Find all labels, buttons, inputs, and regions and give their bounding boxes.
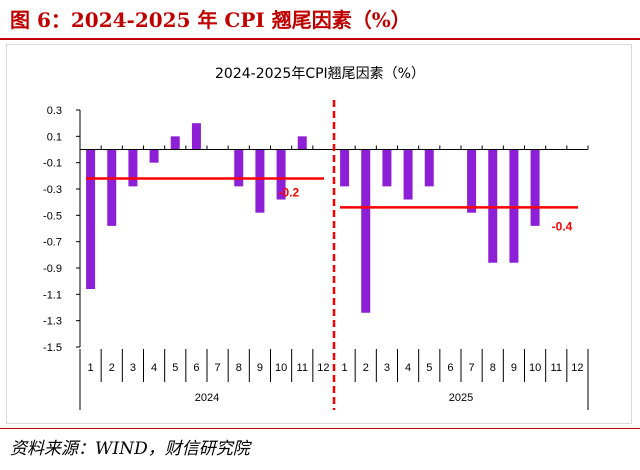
chart-panel (6, 44, 632, 424)
x-tick-label: 6 (447, 362, 453, 374)
x-tick-label: 3 (384, 362, 390, 374)
y-tick-label: 0.3 (47, 105, 62, 117)
title-rule (0, 38, 640, 40)
x-tick-label: 6 (193, 362, 199, 374)
y-tick-label: -0.1 (43, 158, 62, 170)
bar (530, 149, 540, 226)
bar (361, 149, 371, 313)
x-tick-label: 2 (363, 362, 369, 374)
x-tick-label: 4 (151, 362, 157, 374)
bar (509, 149, 519, 263)
x-tick-label: 10 (275, 362, 287, 374)
source-note: 资料来源：WIND，财信研究院 (10, 439, 250, 459)
x-tick-label: 9 (511, 362, 517, 374)
bar-series (86, 123, 540, 313)
x-tick-label: 7 (469, 362, 475, 374)
bar (276, 149, 286, 200)
bar (234, 149, 244, 187)
x-tick-label: 5 (172, 362, 178, 374)
bar (191, 123, 201, 150)
x-tick-label: 7 (215, 362, 221, 374)
x-tick-label: 11 (297, 362, 308, 374)
bar (107, 149, 117, 226)
bar (488, 149, 498, 263)
x-tick-label: 5 (426, 362, 432, 374)
x-tick-label: 12 (571, 362, 583, 374)
reference-lines: -0.2 -0.4 (86, 177, 578, 233)
x-tick-label: 1 (342, 362, 348, 374)
y-tick-label: -0.7 (43, 237, 62, 249)
y-tick-label: -0.9 (43, 263, 62, 275)
y-tick-label: -1.5 (43, 342, 62, 354)
year-group-label: 2025 (449, 392, 473, 404)
bar (170, 136, 180, 150)
footer-rule (0, 428, 640, 429)
x-tick-label: 3 (130, 362, 136, 374)
x-tick-label: 1 (88, 362, 94, 374)
bar (467, 149, 477, 213)
cpi-carryover-chart: 2024-2025年CPI翘尾因素（%） 0.3 0.1 -0.1 -0.3 -0.5 -… (43, 66, 589, 410)
figure-title: 图 6：2024-2025 年 CPI 翘尾因素（%） (10, 8, 411, 32)
x-tick-label: 10 (529, 362, 541, 374)
x-tick-label: 2 (109, 362, 115, 374)
x-tick-label: 12 (317, 362, 329, 374)
bar (424, 149, 434, 187)
average-label: -0.4 (552, 219, 573, 233)
bar (86, 149, 96, 290)
y-tick-label: -0.5 (43, 210, 62, 222)
y-tick-label: 0.1 (47, 131, 62, 143)
y-axis: 0.3 0.1 -0.1 -0.3 -0.5 -0.7 -0.9 -1.1 -1.3 -1.5 (43, 105, 81, 354)
y-tick-label: -0.3 (43, 184, 62, 196)
x-tick-label: 8 (236, 362, 242, 374)
bar (403, 149, 413, 200)
average-label: -0.2 (279, 185, 300, 199)
y-tick-label: -1.3 (43, 316, 62, 328)
x-tick-label: 8 (490, 362, 496, 374)
bar (382, 149, 392, 187)
year-group-label: 2024 (195, 392, 219, 404)
chart-title: 2024-2025年CPI翘尾因素（%） (215, 66, 425, 82)
y-tick-label: -1.1 (43, 289, 62, 301)
bar (255, 149, 265, 213)
x-tick-label: 4 (405, 362, 411, 374)
bar (149, 149, 159, 163)
x-tick-label: 11 (551, 362, 562, 374)
x-tick-label: 9 (257, 362, 263, 374)
bar (297, 136, 307, 150)
bar (340, 149, 350, 187)
bar (128, 149, 138, 187)
